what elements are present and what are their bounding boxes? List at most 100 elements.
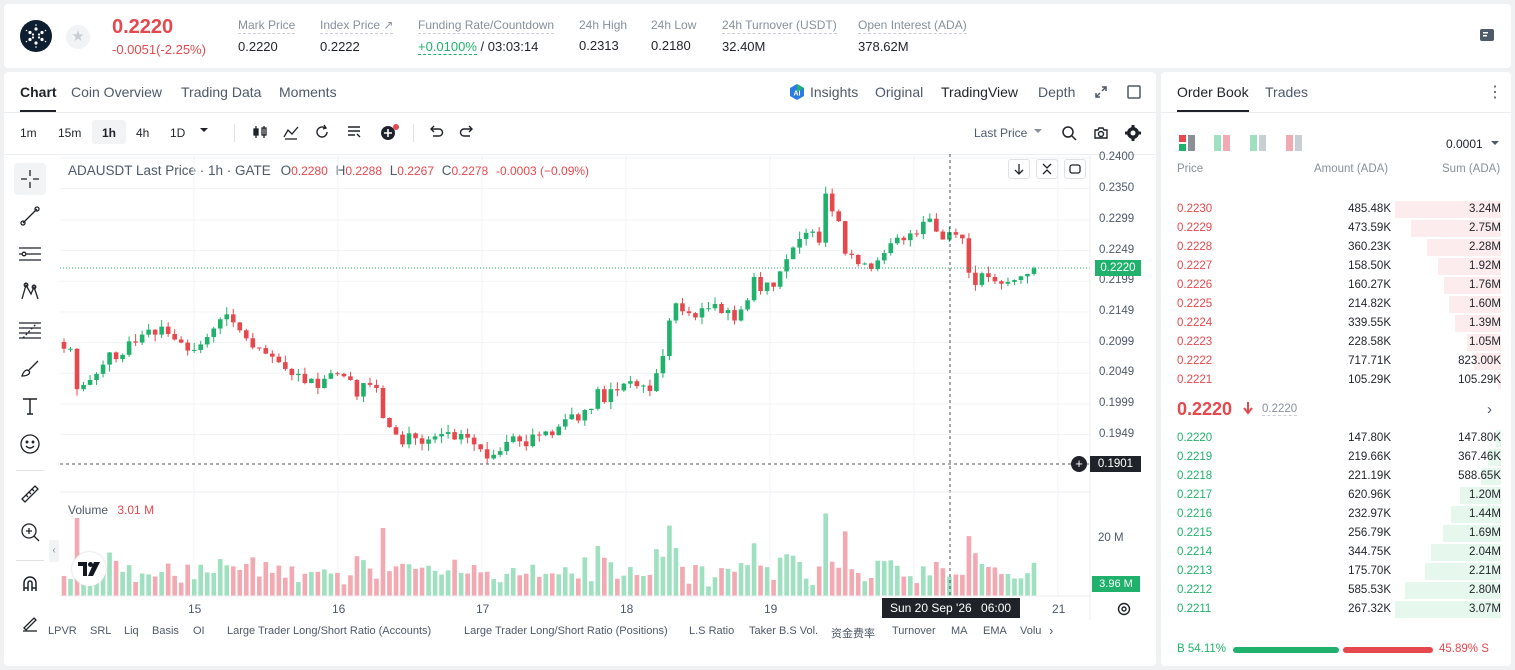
order-book-row[interactable]: 0.2211 267.32K 3.07M: [1161, 600, 1501, 619]
tab-chart[interactable]: Chart: [20, 84, 57, 100]
indicator-toggle[interactable]: OI: [193, 625, 205, 637]
price-chart[interactable]: [4, 72, 1156, 666]
favorite-star-icon[interactable]: ★: [66, 25, 90, 49]
view-original[interactable]: Original: [875, 84, 924, 100]
indicator-toggle[interactable]: Large Trader Long/Short Ratio (Positions…: [464, 625, 668, 637]
order-book-row[interactable]: 0.2217 620.96K 1.20M: [1161, 486, 1501, 505]
stat-funding-rate[interactable]: Funding Rate/Countdown +0.0100% / 03:03:…: [418, 18, 555, 55]
text-tool-icon[interactable]: [14, 390, 46, 422]
order-book-row[interactable]: 0.2216 232.97K 1.44M: [1161, 505, 1501, 524]
indicator-toggle[interactable]: Liq: [124, 625, 139, 637]
view-bids-asks-icon[interactable]: [1214, 135, 1230, 154]
order-book-row[interactable]: 0.2230 485.48K 3.24M: [1161, 200, 1501, 219]
add-alert-plus-icon[interactable]: +: [1071, 456, 1087, 472]
candle-type-icon[interactable]: [252, 124, 268, 143]
indicator-toggle[interactable]: L.S Ratio: [689, 625, 735, 637]
lock-drawings-icon[interactable]: [14, 606, 46, 638]
reset-icon[interactable]: [1064, 159, 1086, 179]
indicator-toggle[interactable]: Taker B.S Vol.: [749, 625, 819, 637]
order-book-row[interactable]: 0.2215 256.79K 1.69M: [1161, 524, 1501, 543]
order-book-row[interactable]: 0.2224 339.55K 1.39M: [1161, 314, 1501, 333]
stat-24h-turnover[interactable]: 24h Turnover (USDT) 32.40M: [722, 18, 837, 54]
emoji-tool-icon[interactable]: [14, 428, 46, 460]
indicator-toggle[interactable]: EMA: [983, 625, 1007, 637]
search-icon[interactable]: [1061, 125, 1077, 144]
price-type-select[interactable]: Last Price: [974, 126, 1028, 140]
replay-icon[interactable]: [314, 124, 330, 143]
order-book-row[interactable]: 0.2213 175.70K 2.21M: [1161, 562, 1501, 581]
tab-order-book[interactable]: Order Book: [1177, 84, 1249, 100]
indicator-toggle[interactable]: Volu: [1020, 625, 1042, 637]
gear-icon[interactable]: [1125, 125, 1141, 144]
scroll-right-icon[interactable]: ›: [1049, 623, 1054, 638]
mid-mark-price[interactable]: 0.2220: [1262, 403, 1298, 416]
book-icon[interactable]: [1479, 28, 1495, 42]
chevron-right-icon[interactable]: ›: [1487, 401, 1492, 418]
window-icon[interactable]: [1127, 85, 1141, 102]
order-book-row[interactable]: 0.2222 717.71K 823.00K: [1161, 352, 1501, 371]
indicators-icon[interactable]: [283, 124, 299, 143]
crosshair-tool-icon[interactable]: [14, 163, 46, 195]
magnet-tool-icon[interactable]: [14, 568, 46, 600]
indicator-toggle[interactable]: Large Trader Long/Short Ratio (Accounts): [227, 625, 432, 637]
view-depth[interactable]: Depth: [1038, 84, 1076, 100]
order-book-row[interactable]: 0.2221 105.29K 105.29K: [1161, 371, 1501, 390]
tab-trades[interactable]: Trades: [1265, 84, 1309, 100]
price-type-dropdown-icon[interactable]: [1034, 125, 1042, 139]
view-asks-icon[interactable]: [1286, 135, 1302, 154]
timeframe-1d[interactable]: 1D: [170, 126, 186, 140]
timeframe-dropdown-icon[interactable]: [199, 124, 209, 139]
undo-icon[interactable]: [428, 125, 444, 142]
tradingview-logo-icon[interactable]: [72, 552, 106, 586]
expand-icon[interactable]: [1094, 85, 1108, 102]
indicator-toggle[interactable]: Basis: [152, 625, 179, 637]
order-book-row[interactable]: 0.2214 344.75K 2.04M: [1161, 543, 1501, 562]
tab-moments[interactable]: Moments: [279, 84, 337, 100]
indicator-toggle[interactable]: SRL: [90, 625, 112, 637]
view-both-icon[interactable]: [1179, 135, 1195, 154]
order-book-row[interactable]: 0.2212 585.53K 2.80M: [1161, 581, 1501, 600]
more-menu-icon[interactable]: ⋮: [1487, 84, 1503, 101]
indicator-toggle[interactable]: LPVR: [48, 625, 77, 637]
order-book-row[interactable]: 0.2228 360.23K 2.28M: [1161, 238, 1501, 257]
stat-index-price[interactable]: Index Price ↗ 0.2222: [320, 18, 394, 54]
order-book-row[interactable]: 0.2229 473.59K 2.75M: [1161, 219, 1501, 238]
timeframe-15m[interactable]: 15m: [58, 126, 82, 140]
redo-icon[interactable]: [459, 125, 475, 142]
scroll-down-icon[interactable]: [1008, 159, 1030, 179]
order-book-row[interactable]: 0.2226 160.27K 1.76M: [1161, 276, 1501, 295]
axis-settings-icon[interactable]: [1116, 601, 1132, 620]
horizontal-lines-tool-icon[interactable]: [14, 238, 46, 270]
timeframe-1h[interactable]: 1h: [102, 126, 117, 140]
view-bids-icon[interactable]: [1250, 135, 1266, 154]
indicator-toggle[interactable]: 资金费率: [831, 628, 875, 640]
view-tradingview[interactable]: TradingView: [941, 84, 1019, 100]
order-book-row[interactable]: 0.2227 158.50K 1.92M: [1161, 257, 1501, 276]
fib-tool-icon[interactable]: [14, 314, 46, 346]
timeframe-1m[interactable]: 1m: [20, 126, 37, 140]
precision-select[interactable]: 0.0001: [1446, 137, 1483, 151]
order-book-row[interactable]: 0.2218 221.19K 588.65K: [1161, 467, 1501, 486]
order-book-row[interactable]: 0.2220 147.80K 147.80K: [1161, 429, 1501, 448]
camera-icon[interactable]: [1093, 125, 1109, 144]
indicator-toggle[interactable]: MA: [951, 625, 968, 637]
precision-dropdown-icon[interactable]: [1491, 137, 1499, 151]
add-indicator-icon[interactable]: [379, 123, 399, 144]
tab-coin-overview[interactable]: Coin Overview: [71, 84, 163, 100]
stat-mark-price[interactable]: Mark Price 0.2220: [238, 18, 296, 54]
timeframe-4h[interactable]: 4h: [136, 126, 150, 140]
tab-trading-data[interactable]: Trading Data: [181, 84, 262, 100]
indicator-toggle[interactable]: Turnover: [892, 625, 936, 637]
order-book-row[interactable]: 0.2225 214.82K 1.60M: [1161, 295, 1501, 314]
brush-tool-icon[interactable]: [14, 352, 46, 384]
templates-icon[interactable]: [346, 124, 362, 143]
order-book-row[interactable]: 0.2223 228.58K 1.05M: [1161, 333, 1501, 352]
ruler-tool-icon[interactable]: [14, 478, 46, 510]
view-insights[interactable]: Insights: [810, 84, 859, 100]
collapse-toolbar-icon[interactable]: ‹: [49, 540, 59, 562]
zoom-in-icon[interactable]: [14, 516, 46, 548]
trend-line-tool-icon[interactable]: [14, 200, 46, 232]
stat-open-interest[interactable]: Open Interest (ADA) 378.62M: [858, 18, 967, 54]
pattern-tool-icon[interactable]: [14, 276, 46, 308]
order-book-row[interactable]: 0.2219 219.66K 367.46K: [1161, 448, 1501, 467]
